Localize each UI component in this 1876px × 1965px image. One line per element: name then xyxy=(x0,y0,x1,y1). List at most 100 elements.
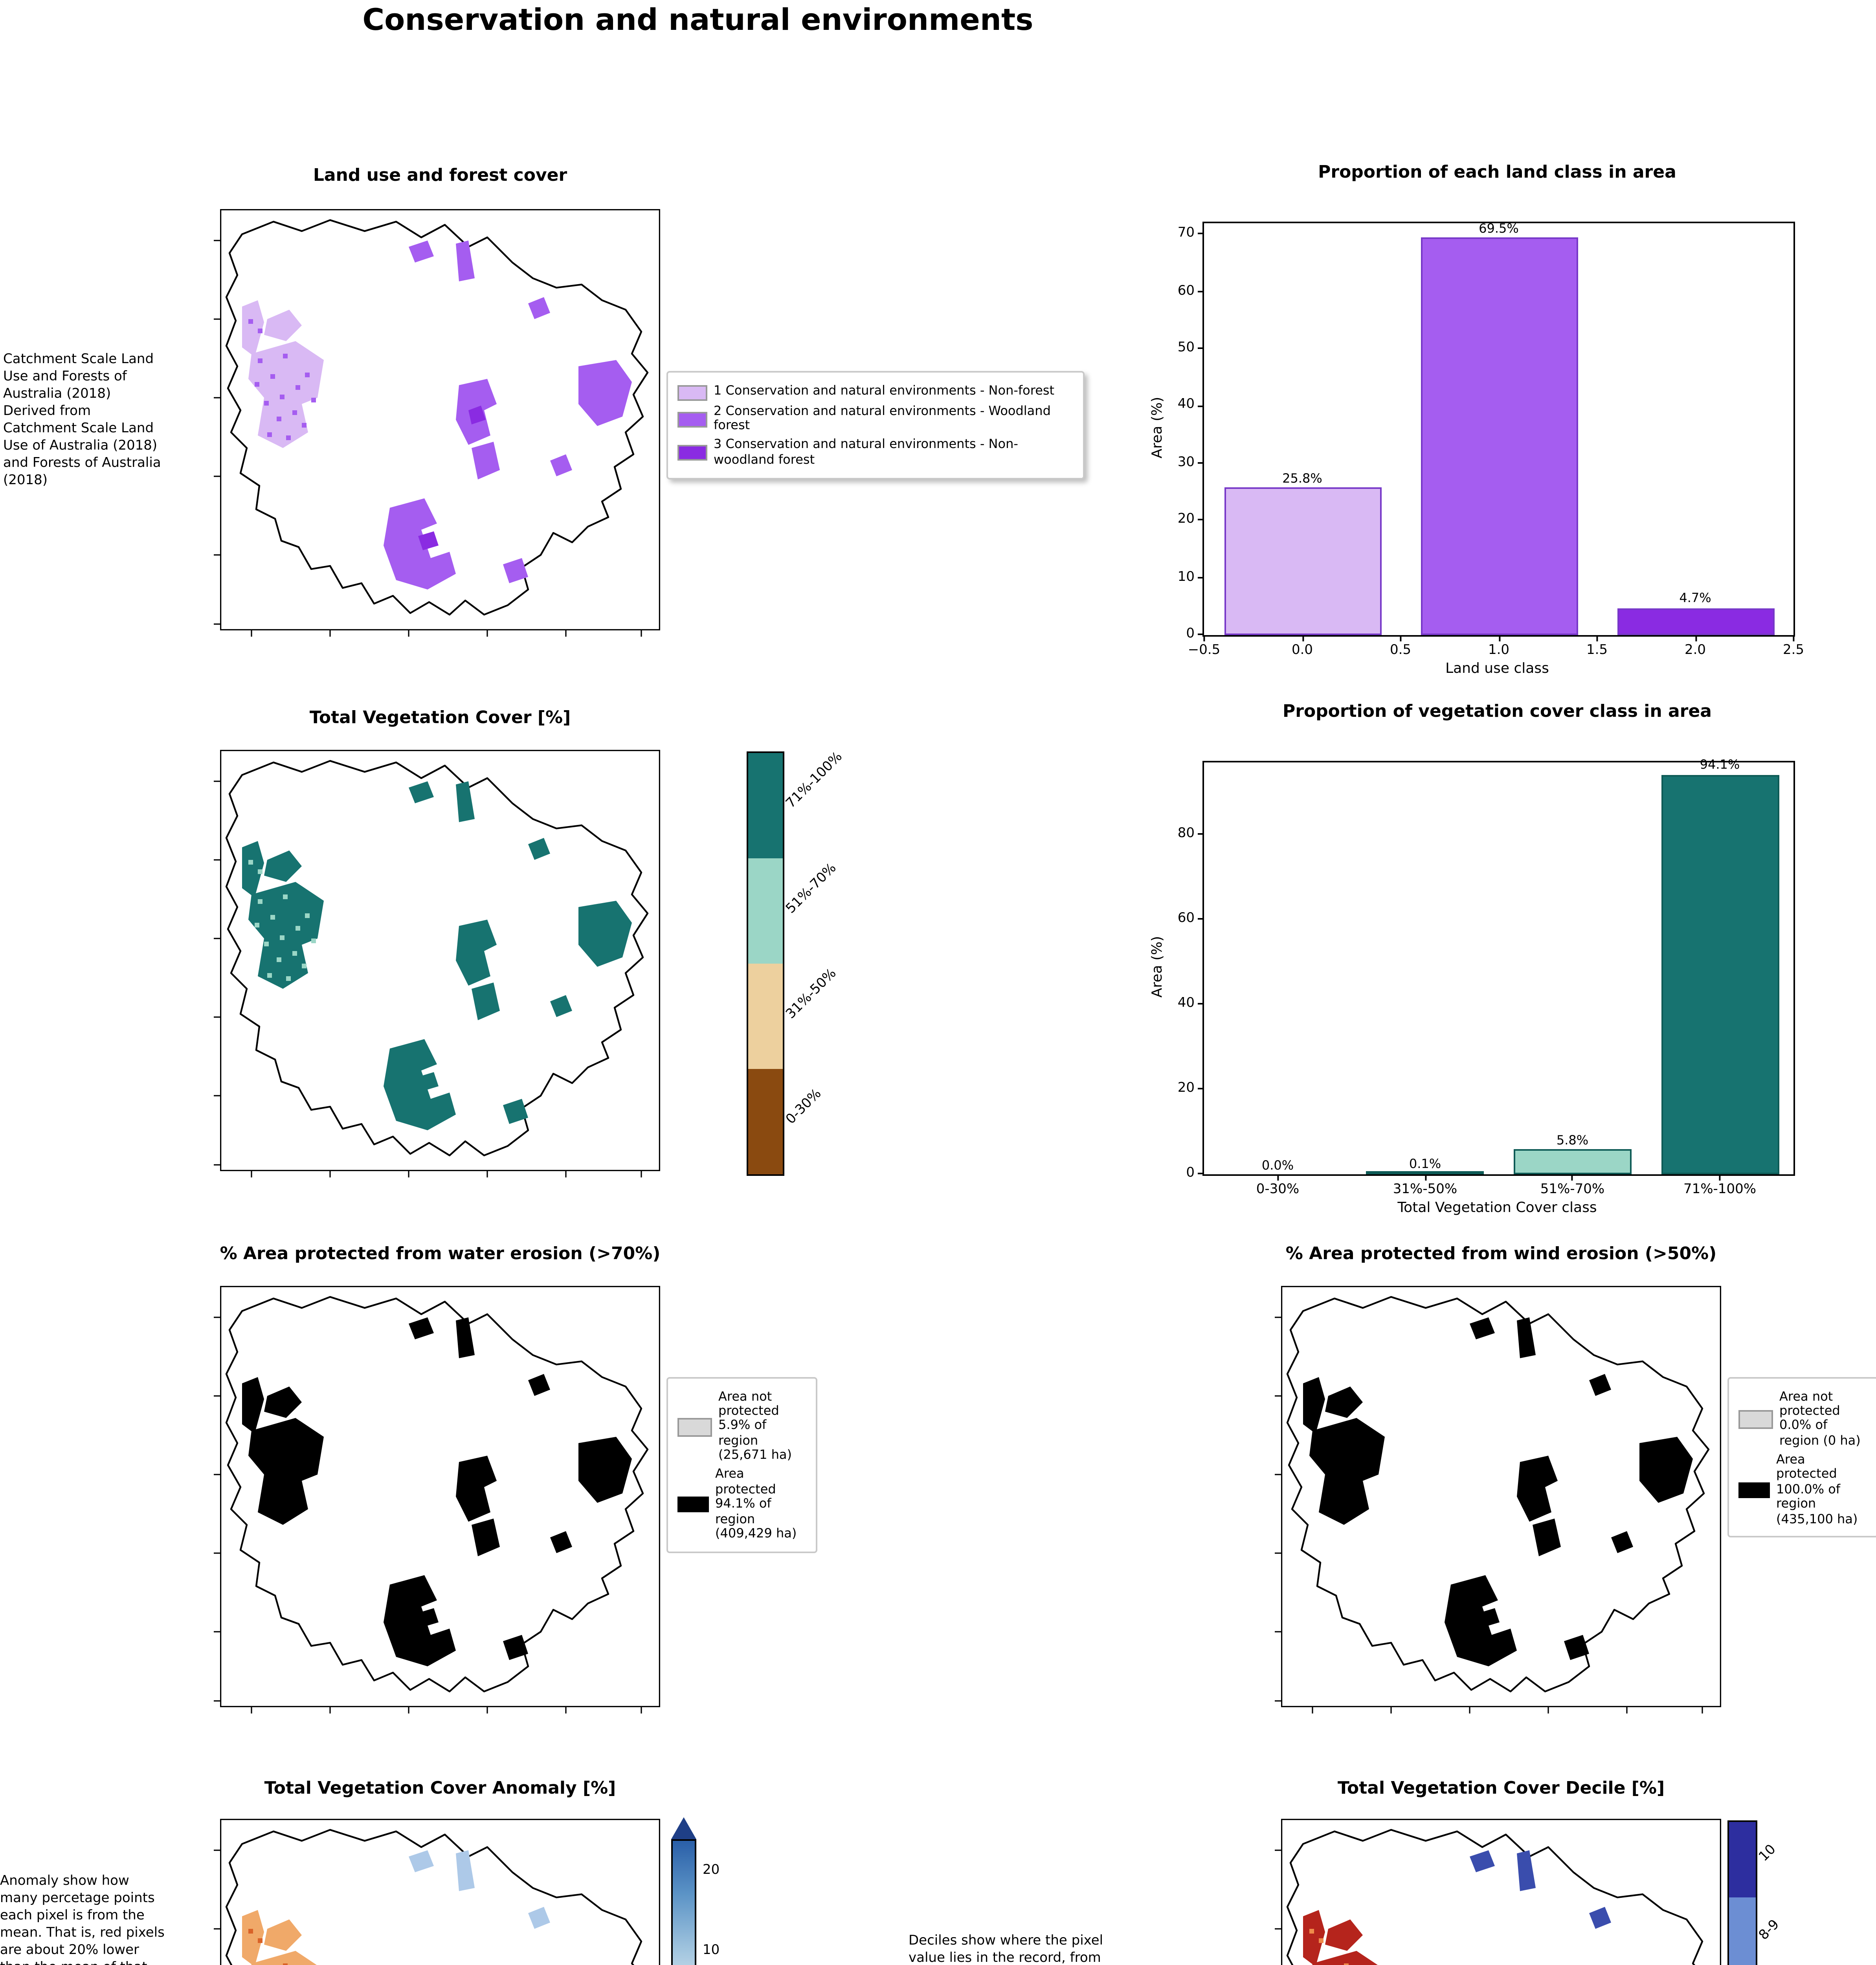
legend-swatch xyxy=(1738,1482,1770,1498)
colorbar-label: 71%-100% xyxy=(783,748,846,812)
x-tick-mark xyxy=(1400,635,1401,641)
x-tick-mark xyxy=(1498,635,1500,641)
colorbar-label: 0-30% xyxy=(783,1085,825,1128)
chart-title: Proportion of each land class in area xyxy=(1318,162,1676,182)
colorbar-segment xyxy=(1729,1822,1756,1897)
legend-label: Area protected 100.0% of region (435,100… xyxy=(1776,1452,1858,1526)
legend-item: Area protected 100.0% of region (435,100… xyxy=(1738,1452,1867,1526)
bar-value-label: 5.8% xyxy=(1556,1133,1589,1148)
decile-note: Deciles show where the pixel value lies … xyxy=(909,1934,1103,1965)
anomaly-colorbar: 20100−10−20 xyxy=(671,1817,720,1965)
veg-cover-map xyxy=(213,748,661,1178)
y-tick-mark xyxy=(1198,348,1204,349)
x-tick-label: 0.0 xyxy=(1291,643,1313,659)
y-tick-label: 40 xyxy=(1177,397,1195,413)
panel-title-land-use: Land use and forest cover xyxy=(313,165,567,185)
y-tick-label: 60 xyxy=(1177,911,1195,927)
anomaly-map xyxy=(213,1817,661,1965)
legend-label: Area not protected 5.9% of region (25,67… xyxy=(718,1389,792,1462)
legend-item: Area protected 94.1% of region (409,429 … xyxy=(677,1467,806,1541)
x-tick-label: 2.5 xyxy=(1782,643,1804,659)
y-tick-label: 70 xyxy=(1177,226,1195,242)
water-erosion-legend: Area not protected 5.9% of region (25,67… xyxy=(666,1377,817,1553)
decile-colorbar: 108-94-72-31 xyxy=(1727,1820,1783,1965)
page-title: Conservation and natural environments xyxy=(362,3,1033,38)
x-tick-mark xyxy=(1571,1174,1573,1181)
chart-veg-class: Proportion of vegetation cover class in … xyxy=(1132,701,1823,1228)
legend-swatch xyxy=(1738,1410,1773,1429)
decile-map-svg xyxy=(1274,1819,1722,1965)
x-tick-mark xyxy=(1596,635,1598,641)
y-tick-mark xyxy=(1198,918,1204,920)
x-tick-label: 1.0 xyxy=(1488,643,1510,659)
y-axis-label: Area (%) xyxy=(1151,936,1166,998)
colorbar-segment xyxy=(748,753,783,858)
x-tick-mark xyxy=(1719,1174,1721,1181)
y-tick-mark xyxy=(1198,233,1204,235)
wind-erosion-map xyxy=(1274,1284,1722,1714)
colorbar-segment xyxy=(1729,1897,1756,1965)
bar xyxy=(1513,1150,1632,1174)
bar xyxy=(1661,775,1779,1174)
chart-title: Proportion of vegetation cover class in … xyxy=(1283,701,1712,722)
bar xyxy=(1420,237,1577,635)
x-tick-label: 1.5 xyxy=(1586,643,1608,659)
decile-map xyxy=(1274,1817,1722,1965)
panel-title-anomaly: Total Vegetation Cover Anomaly [%] xyxy=(264,1778,616,1798)
legend-swatch xyxy=(677,445,707,461)
x-tick-label: 2.0 xyxy=(1684,643,1706,659)
y-tick-mark xyxy=(1198,634,1204,635)
bar-plot-area: 0 20 40 60 80 0-30% 31%-50% 51%-70% 71%-100% 0.0%… xyxy=(1178,758,1795,1198)
legend-item: 1 Conservation and natural environments … xyxy=(677,383,1074,400)
anomaly-note: Anomaly show how many percetage points e… xyxy=(0,1874,165,1965)
x-tick-mark xyxy=(1277,1174,1279,1181)
legend-item: 2 Conservation and natural environments … xyxy=(677,404,1074,434)
colorbar-segment xyxy=(748,858,783,964)
bar-value-label: 4.7% xyxy=(1679,591,1711,606)
legend-swatch xyxy=(677,384,707,400)
x-tick-mark xyxy=(1424,1174,1426,1181)
x-tick-mark xyxy=(1301,635,1303,641)
water-erosion-map xyxy=(213,1284,661,1714)
y-tick-label: 60 xyxy=(1177,283,1195,299)
bar-value-label: 25.8% xyxy=(1282,471,1322,485)
legend-swatch xyxy=(677,1417,712,1436)
y-tick-mark xyxy=(1198,405,1204,406)
land-use-legend: 1 Conservation and natural environments … xyxy=(666,371,1085,479)
colorbar-label: 8-9 xyxy=(1756,1918,1783,1945)
x-tick-label: 51%-70% xyxy=(1540,1182,1605,1198)
legend-swatch xyxy=(677,1497,709,1513)
y-tick-label: 10 xyxy=(1177,569,1195,585)
x-tick-label: −0.5 xyxy=(1188,643,1221,659)
legend-label: 2 Conservation and natural environments … xyxy=(714,404,1051,433)
bar-value-label: 0.1% xyxy=(1409,1157,1441,1172)
colorbar-segment xyxy=(748,1069,783,1174)
y-tick-mark xyxy=(1198,577,1204,578)
legend-label: Area not protected 0.0% of region (0 ha) xyxy=(1779,1389,1861,1448)
chart-land-class: Proportion of each land class in area Ar… xyxy=(1132,162,1823,689)
x-tick-label: 31%-50% xyxy=(1393,1182,1457,1198)
colorbar-label: 31%-50% xyxy=(783,965,840,1022)
bar-value-label: 94.1% xyxy=(1700,758,1740,773)
y-tick-mark xyxy=(1198,462,1204,464)
y-tick-label: 80 xyxy=(1177,826,1195,842)
x-tick-mark xyxy=(1793,635,1794,641)
y-tick-label: 20 xyxy=(1177,1080,1195,1096)
y-tick-label: 0 xyxy=(1186,626,1195,642)
panel-title-decile: Total Vegetation Cover Decile [%] xyxy=(1337,1778,1665,1798)
veg-cover-map-svg xyxy=(213,750,661,1178)
bar-plot-area: 0 10 20 30 40 50 60 70 −0.5 0.0 0.5 1.0 1.5 2.0 2.5 25.… xyxy=(1178,221,1804,659)
panel-title-veg-cover: Total Vegetation Cover [%] xyxy=(309,707,571,728)
y-tick-label: 30 xyxy=(1177,455,1195,471)
y-tick-mark xyxy=(1198,833,1204,835)
anomaly-map-svg xyxy=(213,1819,661,1965)
colorbar-label: 10 xyxy=(1756,1842,1780,1865)
veg-cover-colorbar: 71%-100% 51%-70% 31%-50% 0-30% xyxy=(747,749,846,1176)
y-tick-label: 20 xyxy=(1177,512,1195,528)
x-tick-mark xyxy=(1203,635,1205,641)
legend-item: Area not protected 0.0% of region (0 ha) xyxy=(1738,1389,1867,1448)
wind-erosion-legend: Area not protected 0.0% of region (0 ha)… xyxy=(1727,1377,1876,1538)
y-axis-label: Area (%) xyxy=(1151,397,1166,459)
bar xyxy=(1617,608,1774,635)
